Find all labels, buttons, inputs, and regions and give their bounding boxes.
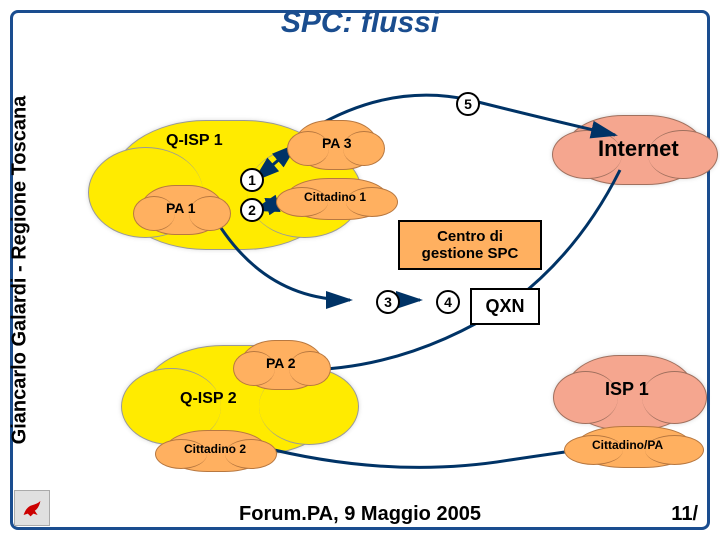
step-number: 1	[240, 168, 264, 192]
diagram-canvas: Q-ISP 1 Q-ISP 2 Internet ISP 1 PA 1 PA 2 PA 3 C…	[60, 50, 700, 480]
footer-text: Forum.PA, 9 Maggio 2005	[0, 503, 720, 526]
sub-cloud-label: PA 2	[266, 355, 296, 371]
step-number: 4	[436, 290, 460, 314]
step-number: 5	[456, 92, 480, 116]
step-number: 3	[376, 290, 400, 314]
step-number: 2	[240, 198, 264, 222]
page-number: 11/	[671, 503, 698, 526]
rect-box: QXN	[470, 288, 540, 325]
sub-cloud-label: PA 3	[322, 135, 352, 151]
sub-cloud-label: Cittadino 1	[304, 190, 366, 204]
sub-cloud-label: Cittadino/PA	[592, 438, 663, 452]
sub-cloud-label: Cittadino 2	[184, 442, 246, 456]
cloud-label: ISP 1	[605, 379, 649, 400]
author-text: Giancarlo Galardi - Regione Toscana	[9, 96, 32, 445]
sub-cloud-label: PA 1	[166, 200, 196, 216]
cloud-label: Q-ISP 2	[180, 390, 237, 408]
rect-box: Centro di gestione SPC	[398, 220, 542, 270]
slide-title: SPC: flussi	[281, 6, 439, 40]
cloud-label: Q-ISP 1	[166, 132, 223, 150]
cloud-label: Internet	[598, 136, 679, 162]
